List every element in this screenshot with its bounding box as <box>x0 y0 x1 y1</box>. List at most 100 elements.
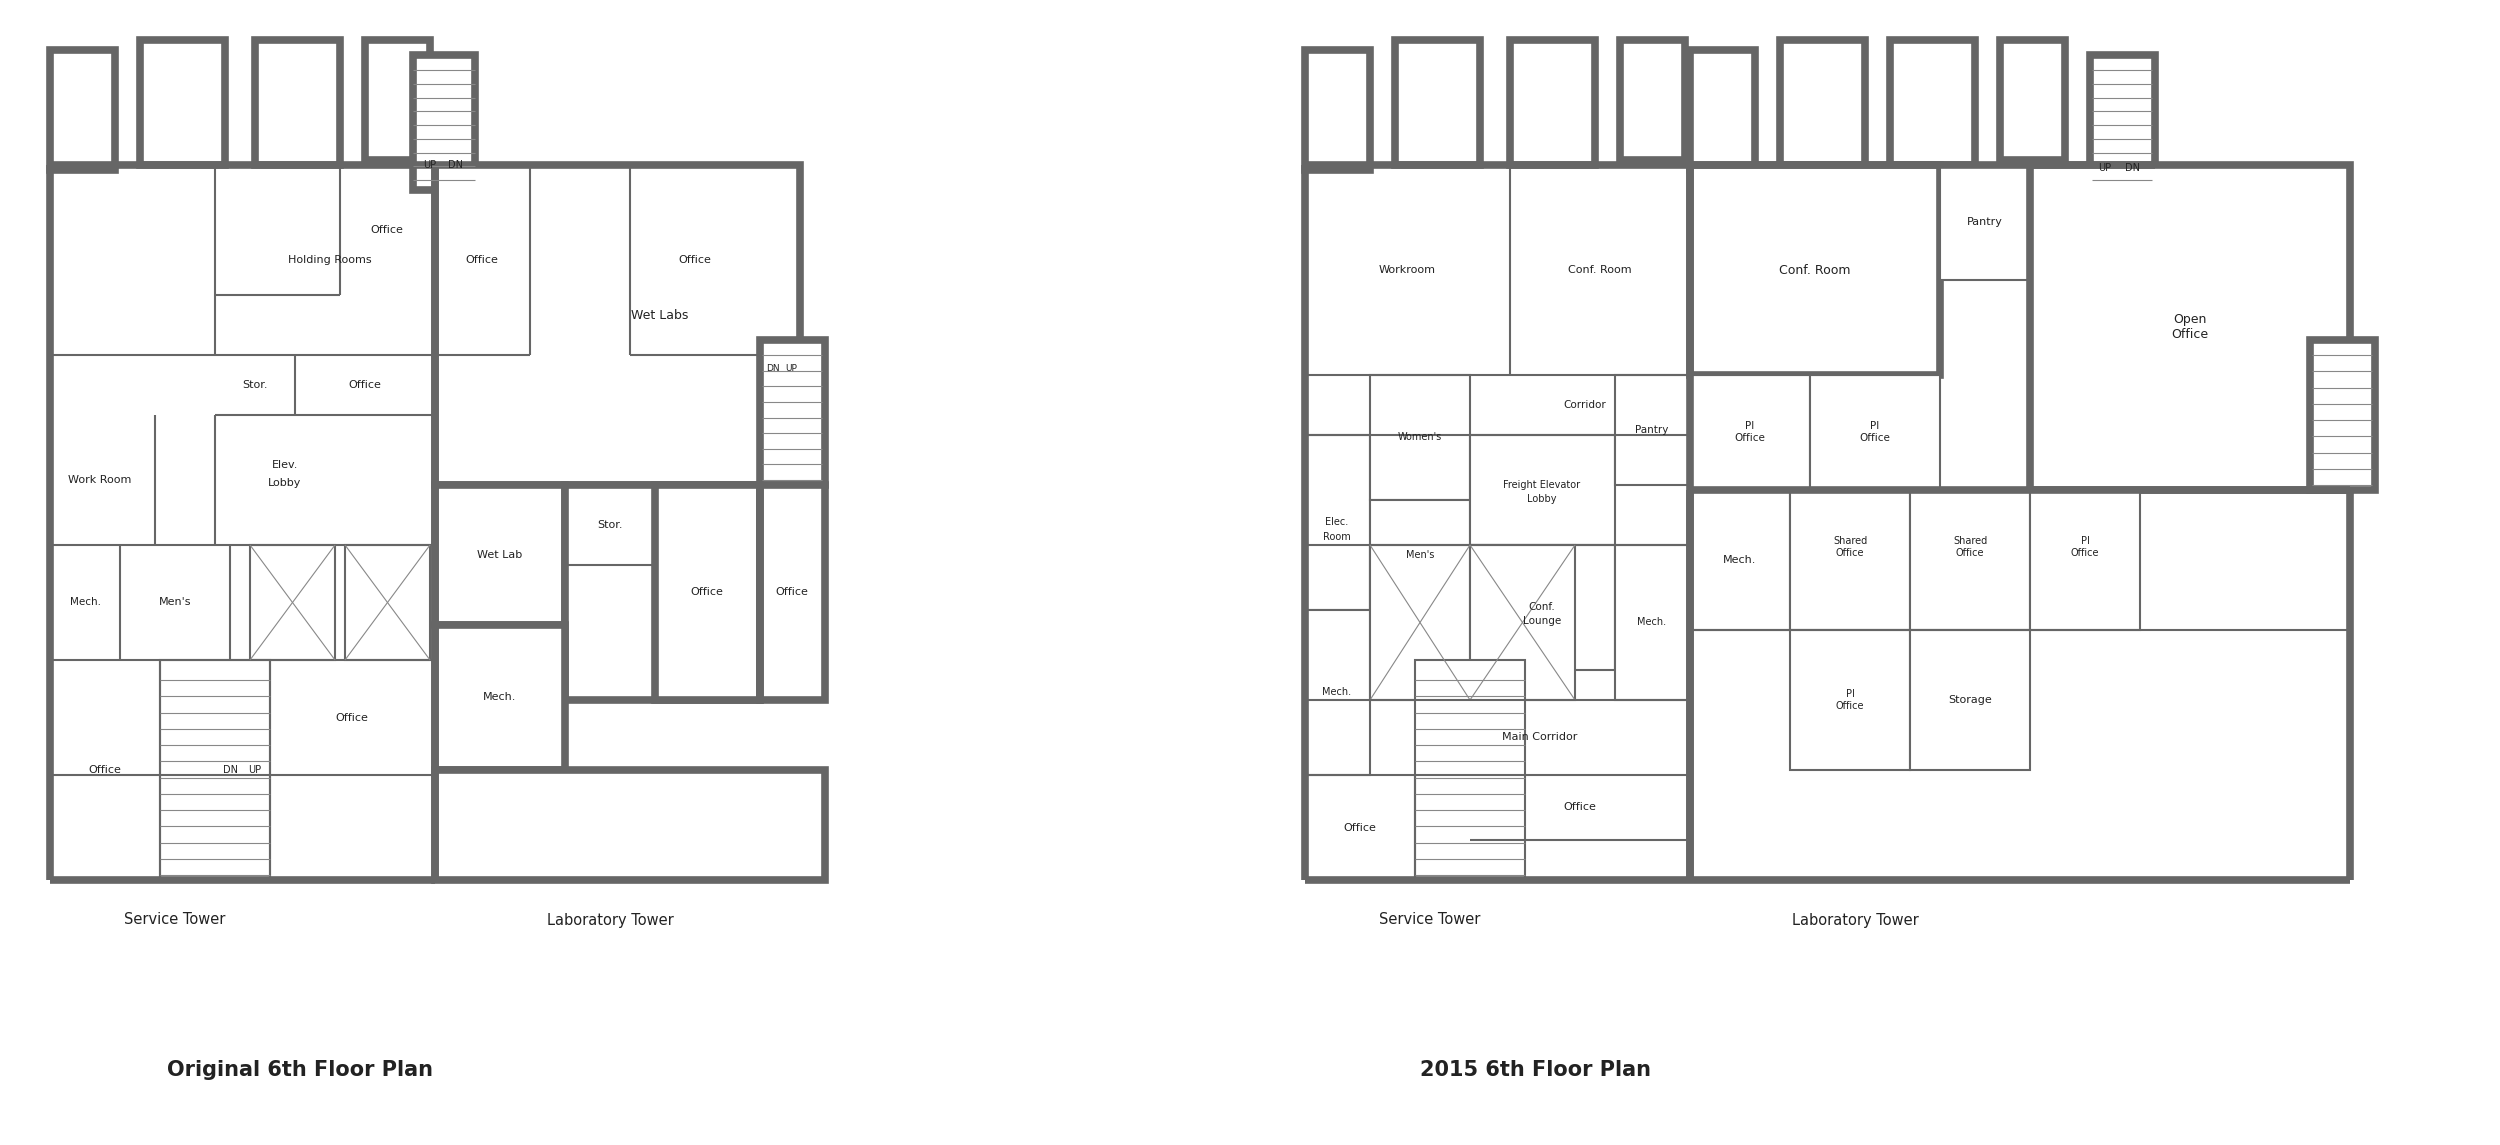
Text: Mech.: Mech. <box>1322 687 1352 697</box>
Bar <box>2030 165 2350 490</box>
Text: Room: Room <box>1322 532 1350 542</box>
Bar <box>1370 545 1470 700</box>
Text: Main Corridor: Main Corridor <box>1502 732 1578 742</box>
Text: Office: Office <box>775 587 808 597</box>
Bar <box>1890 40 1975 165</box>
Bar <box>1910 630 2030 769</box>
Text: Men's: Men's <box>1405 550 1435 560</box>
Text: UP: UP <box>248 765 262 775</box>
Bar <box>1690 165 1940 376</box>
Text: Mech.: Mech. <box>1638 617 1668 627</box>
Text: Office: Office <box>678 255 712 264</box>
Text: DN: DN <box>448 160 462 169</box>
Bar <box>1470 545 1575 700</box>
Text: PI
Office: PI Office <box>2070 536 2100 558</box>
Bar <box>1690 376 1810 490</box>
Text: PI
Office: PI Office <box>1735 421 1765 443</box>
Bar <box>1370 500 1470 610</box>
Text: Elev.: Elev. <box>272 460 298 469</box>
Text: Shared
Office: Shared Office <box>1952 536 1988 558</box>
Text: Storage: Storage <box>1948 695 1992 705</box>
Text: Pantry: Pantry <box>1635 425 1668 435</box>
Text: Mech.: Mech. <box>482 692 518 702</box>
Text: Stor.: Stor. <box>242 380 268 390</box>
Text: Mech.: Mech. <box>1722 555 1757 564</box>
Bar <box>565 485 760 700</box>
Text: Laboratory Tower: Laboratory Tower <box>1792 913 1918 927</box>
Text: Work Room: Work Room <box>68 475 132 485</box>
Bar <box>435 769 825 881</box>
Bar <box>1620 40 1685 160</box>
Bar <box>1305 50 1370 169</box>
Bar <box>1615 376 1690 485</box>
Bar <box>345 545 430 660</box>
Bar <box>1780 40 1865 165</box>
Text: Elec.: Elec. <box>1325 518 1348 527</box>
Text: Office: Office <box>370 226 402 235</box>
Bar <box>1305 610 1370 775</box>
Bar <box>435 165 800 485</box>
Bar <box>2000 40 2065 160</box>
Bar <box>760 485 825 700</box>
Text: UP: UP <box>422 160 437 169</box>
Text: Lounge: Lounge <box>1522 616 1560 626</box>
Text: PI
Office: PI Office <box>1860 421 1890 443</box>
Bar <box>1790 630 1910 769</box>
Bar <box>2090 55 2155 190</box>
Bar <box>140 40 225 165</box>
Text: Office: Office <box>348 380 382 390</box>
Text: Laboratory Tower: Laboratory Tower <box>548 913 672 927</box>
Text: DN: DN <box>222 765 238 775</box>
Bar <box>435 625 565 769</box>
Bar <box>250 545 335 660</box>
Text: Lobby: Lobby <box>1528 493 1558 504</box>
Bar <box>760 340 825 485</box>
Bar <box>1395 40 1480 165</box>
Bar <box>1810 376 1940 490</box>
Text: 2015 6th Floor Plan: 2015 6th Floor Plan <box>1420 1060 1650 1080</box>
Bar <box>2310 340 2375 490</box>
Text: Office: Office <box>465 255 498 264</box>
Bar <box>1690 490 1790 630</box>
Text: Women's: Women's <box>1398 432 1442 442</box>
Text: Original 6th Floor Plan: Original 6th Floor Plan <box>168 1060 432 1080</box>
Text: Office: Office <box>88 765 122 775</box>
Text: Open
Office: Open Office <box>2172 313 2208 341</box>
Bar <box>412 55 475 190</box>
Bar <box>1510 40 1595 165</box>
Text: Wet Lab: Wet Lab <box>478 550 522 560</box>
Text: Holding Rooms: Holding Rooms <box>288 255 372 264</box>
Text: Workroom: Workroom <box>1378 264 1435 275</box>
Text: Service Tower: Service Tower <box>1380 913 1480 927</box>
Text: Corridor: Corridor <box>1562 400 1608 410</box>
Text: Mech.: Mech. <box>70 597 100 607</box>
Bar <box>435 485 565 625</box>
Bar <box>1940 165 2030 281</box>
Text: UP: UP <box>785 363 798 372</box>
Text: Wet Labs: Wet Labs <box>632 308 688 322</box>
Text: Freight Elevator: Freight Elevator <box>1502 480 1580 490</box>
Text: Stor.: Stor. <box>598 520 622 530</box>
Bar <box>1305 435 1370 610</box>
Bar <box>1470 435 1615 545</box>
Text: Office: Office <box>335 713 367 722</box>
Text: Men's: Men's <box>160 597 192 607</box>
Text: Office: Office <box>1562 802 1598 812</box>
Bar <box>655 485 760 700</box>
Text: Pantry: Pantry <box>1968 218 2002 227</box>
Bar <box>1370 376 1470 500</box>
Text: Office: Office <box>690 587 722 597</box>
Bar <box>50 50 115 169</box>
Bar <box>1415 660 1525 881</box>
Text: Conf. Room: Conf. Room <box>1780 263 1850 276</box>
Text: Service Tower: Service Tower <box>125 913 225 927</box>
Text: UP: UP <box>2098 163 2112 173</box>
Text: Lobby: Lobby <box>268 477 302 488</box>
Text: Conf.: Conf. <box>1528 602 1555 611</box>
Text: Shared
Office: Shared Office <box>1832 536 1868 558</box>
Text: DN: DN <box>2125 163 2140 173</box>
Bar <box>1690 50 1755 169</box>
Bar <box>1910 490 2030 630</box>
Text: PI
Office: PI Office <box>1835 689 1865 711</box>
Text: Conf. Room: Conf. Room <box>1568 264 1632 275</box>
